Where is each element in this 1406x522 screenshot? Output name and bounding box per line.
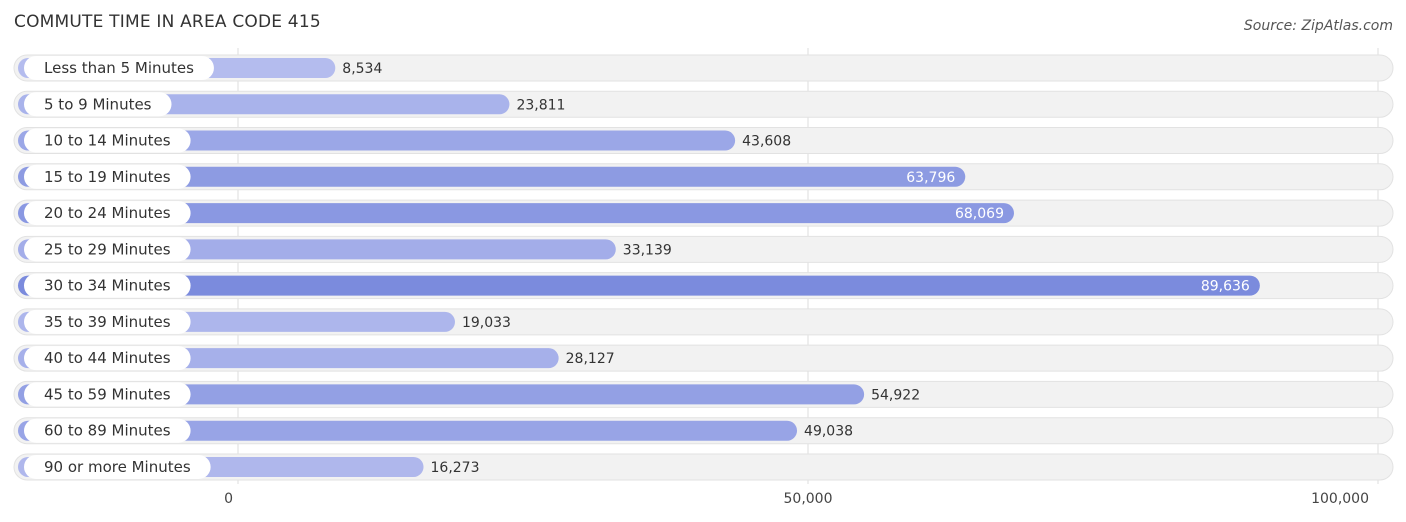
- bar: [18, 130, 736, 151]
- bar-row: Less than 5 Minutes 8,534: [13, 54, 1394, 82]
- bar: [18, 275, 1260, 296]
- category-pill: [24, 454, 211, 479]
- bar-track: [13, 54, 1394, 82]
- category-pill: [24, 309, 191, 334]
- category-label: 45 to 59 Minutes: [44, 385, 171, 403]
- category-pill: [24, 346, 191, 371]
- category-pill: [24, 382, 191, 407]
- x-axis-ticks: 0 50,000 100,000: [224, 491, 1369, 507]
- tick-label: 0: [224, 491, 233, 507]
- tick-label: 100,000: [1311, 491, 1369, 507]
- tick-label: 50,000: [784, 491, 833, 507]
- value-label: 54,922: [871, 387, 920, 403]
- value-label: 23,811: [516, 97, 565, 113]
- bar-row: 45 to 59 Minutes 54,922: [13, 380, 1394, 408]
- value-label: 49,038: [804, 424, 853, 440]
- bar-row: 40 to 44 Minutes 28,127: [13, 344, 1394, 372]
- bar: [18, 166, 966, 187]
- category-pill: [24, 418, 191, 443]
- category-pill: [24, 273, 191, 298]
- category-pill: [24, 237, 191, 262]
- category-pill: [24, 201, 191, 226]
- category-label: 30 to 34 Minutes: [44, 277, 171, 295]
- bar-row: 15 to 19 Minutes 63,796: [13, 163, 1394, 191]
- category-label: 5 to 9 Minutes: [44, 95, 152, 113]
- bars: Less than 5 Minutes 8,534 5 to 9 Minutes 23…: [13, 54, 1394, 481]
- gridlines: [237, 48, 1379, 484]
- category-label: 40 to 44 Minutes: [44, 349, 171, 367]
- category-label: 90 or more Minutes: [44, 458, 191, 476]
- value-label: 89,636: [1201, 279, 1250, 295]
- value-label: 63,796: [906, 170, 955, 186]
- value-label: 8,534: [342, 61, 382, 77]
- category-label: Less than 5 Minutes: [44, 59, 194, 77]
- bar-row: 35 to 39 Minutes 19,033: [13, 308, 1394, 336]
- category-label: 15 to 19 Minutes: [44, 168, 171, 186]
- value-label: 43,608: [742, 134, 791, 150]
- value-label: 19,033: [462, 315, 511, 331]
- category-pill: [24, 92, 172, 117]
- category-label: 60 to 89 Minutes: [44, 422, 171, 440]
- category-pill: [24, 56, 214, 80]
- bar-row: 30 to 34 Minutes 89,636: [13, 272, 1394, 300]
- category-label: 10 to 14 Minutes: [44, 132, 171, 150]
- category-pill: [24, 128, 191, 153]
- category-label: 25 to 29 Minutes: [44, 240, 171, 258]
- value-label: 16,273: [431, 460, 480, 476]
- chart-source: Source: ZipAtlas.com: [1244, 18, 1393, 34]
- bar: [18, 203, 1014, 224]
- bar-row: 20 to 24 Minutes 68,069: [13, 199, 1394, 227]
- category-pill: [24, 164, 191, 189]
- value-label: 28,127: [566, 351, 615, 367]
- chart-title: COMMUTE TIME IN AREA CODE 415: [14, 12, 321, 32]
- category-label: 20 to 24 Minutes: [44, 204, 171, 222]
- value-label: 33,139: [623, 242, 672, 258]
- bar-row: 5 to 9 Minutes 23,811: [13, 90, 1394, 118]
- bar: [18, 384, 865, 405]
- category-label: 35 to 39 Minutes: [44, 313, 171, 331]
- bar-row: 60 to 89 Minutes 49,038: [13, 417, 1394, 445]
- bar: [18, 420, 798, 441]
- bar-row: 90 or more Minutes 16,273: [13, 453, 1394, 481]
- bar-row: 25 to 29 Minutes 33,139: [13, 235, 1394, 263]
- value-label: 68,069: [955, 206, 1004, 222]
- bar-row: 10 to 14 Minutes 43,608: [13, 127, 1394, 155]
